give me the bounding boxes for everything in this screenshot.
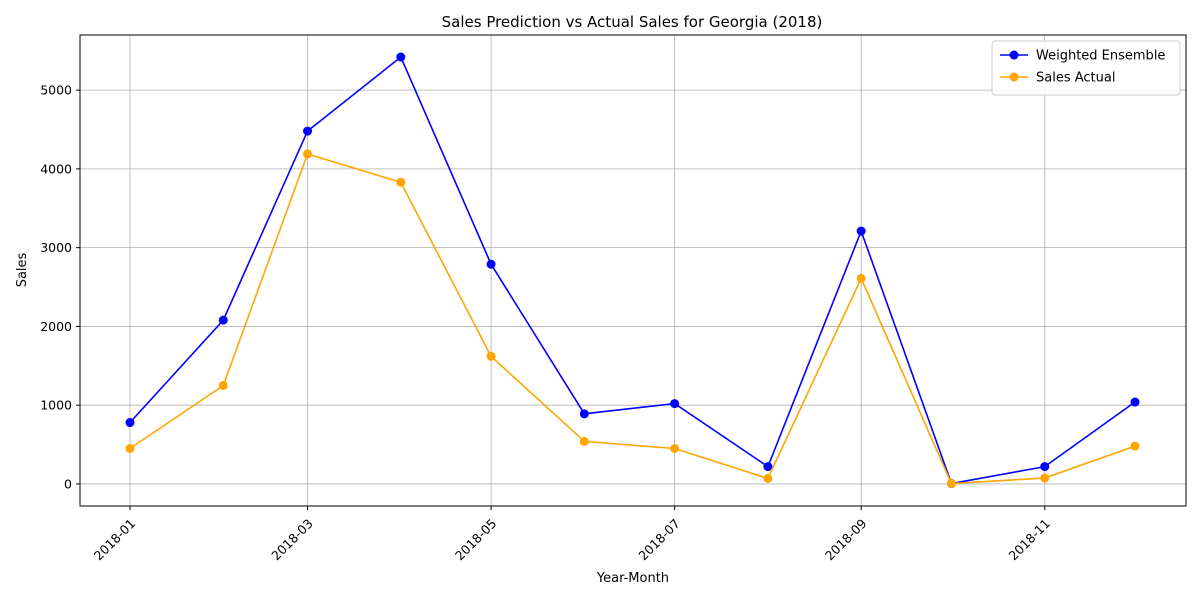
- plot-frame: [79, 34, 1187, 507]
- x-tick-label: 2018-01: [91, 516, 139, 564]
- data-point: [1040, 462, 1050, 472]
- grid: [80, 35, 1186, 506]
- data-point: [579, 409, 589, 419]
- data-point: [1130, 397, 1140, 407]
- data-point: [946, 479, 956, 489]
- data-point: [1040, 473, 1050, 483]
- y-tick-label: 5000: [40, 83, 72, 98]
- data-point: [579, 436, 589, 446]
- data-point: [670, 444, 680, 454]
- legend-swatch-marker: [1009, 72, 1019, 82]
- x-tick-label: 2018-11: [1005, 516, 1053, 564]
- data-point: [218, 380, 228, 390]
- data-point: [856, 226, 866, 236]
- legend-item: Weighted Ensemble: [1000, 49, 1165, 64]
- y-tick-label: 0: [64, 476, 72, 491]
- legend: Weighted Ensemble Sales Actual: [991, 40, 1181, 96]
- data-point: [763, 473, 773, 483]
- data-point: [303, 149, 313, 159]
- data-point: [670, 399, 680, 409]
- series-line: [129, 152, 1136, 485]
- legend-label: Sales Actual: [1036, 71, 1115, 86]
- y-tick-label: 3000: [40, 240, 72, 255]
- series-1: [125, 149, 1140, 489]
- legend-box: [991, 40, 1181, 96]
- data-point: [486, 259, 496, 269]
- y-tick-label: 4000: [40, 161, 72, 176]
- data-point: [125, 444, 135, 454]
- data-point: [125, 418, 135, 428]
- y-axis: 0 1000 2000 3000 4000 5000: [40, 83, 80, 491]
- data-point: [486, 351, 496, 361]
- x-tick-label: 2018-05: [452, 516, 500, 564]
- series-0: [125, 52, 1140, 489]
- y-tick-label: 2000: [40, 319, 72, 334]
- x-tick-label: 2018-03: [268, 516, 316, 564]
- data-point: [856, 273, 866, 283]
- data-point: [763, 462, 773, 472]
- x-tick-label: 2018-07: [635, 516, 683, 564]
- data-point: [218, 315, 228, 325]
- data-point: [303, 126, 313, 136]
- series-line: [129, 55, 1136, 485]
- legend-item: Sales Actual: [1000, 71, 1115, 86]
- legend-swatch-marker: [1009, 50, 1019, 60]
- chart-title: Sales Prediction vs Actual Sales for Geo…: [442, 13, 823, 31]
- y-axis-title: Sales: [15, 252, 30, 287]
- x-axis: 2018-01 2018-03 2018-05 2018-07 2018-09 2018-…: [91, 506, 1053, 563]
- data-point: [1130, 441, 1140, 451]
- series: [125, 52, 1140, 489]
- data-point: [396, 177, 406, 187]
- data-point: [396, 52, 406, 62]
- legend-label: Weighted Ensemble: [1036, 49, 1165, 64]
- x-axis-title: Year-Month: [596, 571, 669, 586]
- y-tick-label: 1000: [40, 398, 72, 413]
- x-tick-label: 2018-09: [822, 516, 870, 564]
